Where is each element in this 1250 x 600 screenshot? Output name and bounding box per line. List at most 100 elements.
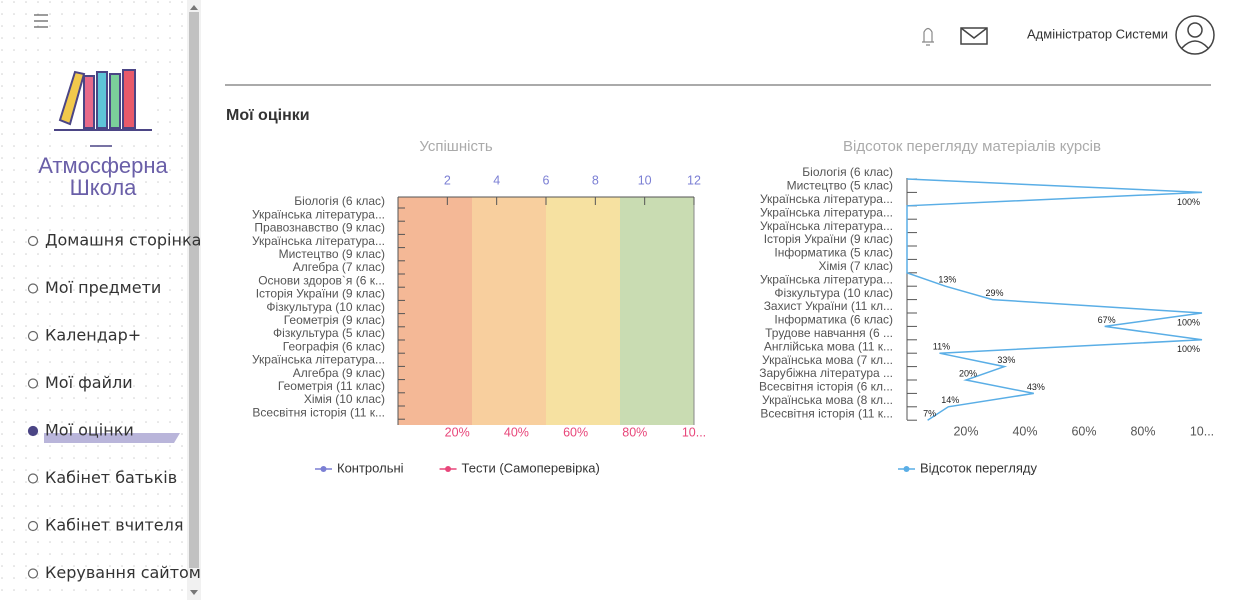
category-label: Алгебра (7 клас)	[293, 260, 385, 274]
data-label: 13%	[938, 275, 956, 285]
menu-bullet	[27, 330, 39, 342]
category-label: Українська література...	[760, 192, 893, 206]
menu-item[interactable]: Мої файли	[45, 373, 133, 392]
x-tick-label: 20%	[953, 424, 978, 438]
category-label: Інформатика (5 клас)	[774, 246, 893, 260]
category-label: Українська література...	[252, 207, 385, 221]
data-label: 29%	[986, 288, 1004, 298]
x-tick-label: 6	[543, 173, 550, 187]
x-tick-label: 40%	[1012, 424, 1037, 438]
menu-item[interactable]: Мої предмети	[45, 278, 161, 297]
chart-title: Успішність	[419, 138, 493, 155]
category-label: Мистецтво (5 клас)	[787, 179, 893, 193]
x-tick-label: 10...	[1190, 424, 1214, 438]
menu-bullet	[27, 378, 39, 389]
category-label: Історія України (9 клас)	[764, 232, 893, 246]
data-label: 100%	[1177, 317, 1200, 327]
active-highlight	[44, 433, 180, 443]
category-label: Українська література...	[252, 234, 385, 248]
menu-item[interactable]: Кабінет вчителя	[45, 516, 183, 535]
category-label: Мистецтво (9 клас)	[279, 247, 385, 261]
category-label: Трудове навчання (6 ...	[765, 326, 893, 340]
data-line	[906, 178, 1203, 421]
category-label: Українська література...	[760, 272, 893, 286]
logo: Атмосферна Школа	[38, 69, 169, 200]
menu-item[interactable]: Кабінет батьків	[45, 468, 177, 487]
menu-item[interactable]: Мої оцінки	[45, 421, 134, 440]
legend-swatch	[445, 466, 452, 472]
category-label: Всесвітня історія (6 кл...	[759, 380, 893, 394]
category-label: Інформатика (6 клас)	[774, 313, 893, 327]
category-label: Всесвітня історія (11 к...	[252, 405, 385, 419]
menu-item[interactable]: Керування сайтом	[45, 563, 201, 582]
menu-bullet	[27, 283, 39, 294]
menu-item[interactable]: Домашня сторінка	[45, 231, 201, 250]
x-tick-label: 60%	[1071, 424, 1096, 438]
mail-icon[interactable]	[960, 27, 988, 45]
x2-tick-label: 20%	[445, 425, 470, 439]
category-label: Українська література...	[252, 353, 385, 367]
x-tick-label: 4	[493, 173, 500, 187]
logo-text: Атмосферна	[38, 153, 168, 178]
category-label: Фізкультура (10 клас)	[774, 286, 893, 300]
menu-bullet	[27, 425, 39, 437]
category-label: Історія України (9 клас)	[256, 287, 385, 301]
category-label: Зарубіжна література ...	[759, 366, 893, 380]
category-label: Біологія (6 клас)	[802, 165, 893, 179]
data-label: 20%	[959, 368, 977, 378]
category-label: Українська література...	[760, 219, 893, 233]
x2-tick-label: 60%	[563, 425, 588, 439]
category-label: Біологія (6 клас)	[294, 194, 385, 208]
menu-bullet	[27, 568, 39, 579]
x2-tick-label: 80%	[622, 425, 647, 439]
logo-text: Школа	[70, 175, 138, 200]
data-label: 100%	[1177, 197, 1200, 207]
band	[472, 197, 546, 425]
legend-swatch	[903, 466, 910, 472]
data-label: 33%	[997, 355, 1015, 365]
band	[546, 197, 620, 425]
data-label: 7%	[923, 409, 936, 419]
data-label: 67%	[1098, 315, 1116, 325]
category-label: Захист України (11 кл...	[764, 299, 893, 313]
legend-swatch	[320, 466, 327, 472]
category-label: Географія (6 клас)	[283, 339, 385, 353]
x-tick-label: 12	[687, 173, 701, 187]
bell-icon[interactable]	[922, 27, 934, 46]
category-label: Алгебра (9 клас)	[293, 366, 385, 380]
data-label: 100%	[1177, 344, 1200, 354]
category-label: Фізкультура (5 клас)	[273, 326, 385, 340]
legend-label[interactable]: Відсоток перегляду	[920, 460, 1037, 475]
category-label: Українська мова (7 кл...	[762, 353, 893, 367]
category-label: Правознавство (9 клас)	[254, 221, 385, 235]
category-label: Англійська мова (11 к...	[764, 339, 893, 353]
data-label: 43%	[1027, 382, 1045, 392]
category-label: Хімія (7 клас)	[819, 259, 893, 273]
user-name[interactable]: Адміністратор Системи	[1027, 26, 1168, 41]
menu-bullet	[27, 520, 39, 532]
x2-tick-label: 40%	[504, 425, 529, 439]
menu-toggle[interactable]	[34, 14, 48, 28]
category-label: Хімія (10 клас)	[304, 392, 385, 406]
legend-label[interactable]: Контрольні	[337, 460, 404, 475]
category-label: Фізкультура (10 клас)	[266, 300, 385, 314]
category-label: Всесвітня історія (11 к...	[760, 406, 893, 420]
legend-label[interactable]: Тести (Самоперевірка)	[462, 460, 600, 475]
data-label: 14%	[941, 395, 959, 405]
menu-item[interactable]: Календар+	[45, 326, 141, 345]
category-label: Геометрія (11 клас)	[278, 379, 385, 393]
x2-tick-label: 10...	[682, 425, 706, 439]
x-tick-label: 80%	[1130, 424, 1155, 438]
band	[620, 197, 694, 425]
charts: Успішність 2 4 6 8 10 12 20% 40% 60% 80% 10... Біоло…	[252, 138, 1214, 475]
avatar[interactable]	[1175, 15, 1215, 55]
page-title: Мої оцінки	[226, 107, 310, 124]
x-tick-label: 8	[592, 173, 599, 187]
x-tick-label: 2	[444, 173, 451, 187]
scroll-thumb[interactable]	[189, 12, 199, 568]
category-label: Основи здоров`я (6 к...	[258, 273, 385, 287]
category-label: Геометрія (9 клас)	[284, 313, 385, 327]
menu-bullet	[27, 235, 39, 247]
